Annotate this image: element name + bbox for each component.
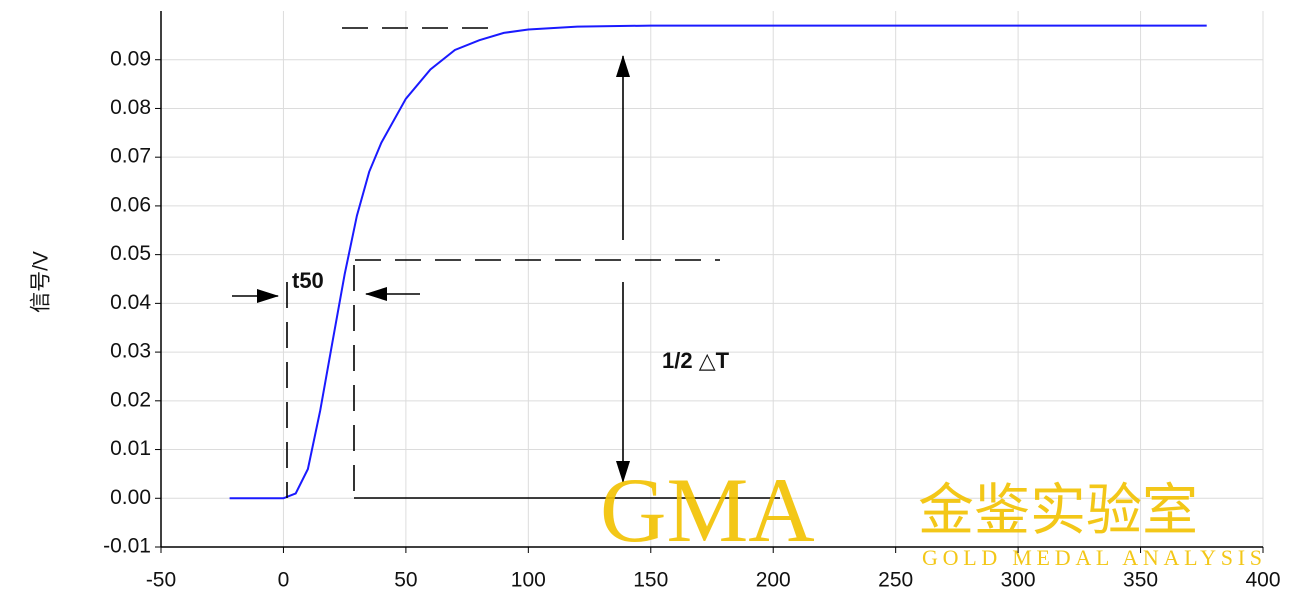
annotation-lines <box>232 27 780 499</box>
x-tick-label: 400 <box>1245 569 1280 592</box>
y-tick-label: 0.02 <box>110 388 151 411</box>
y-tick-label: 0.05 <box>110 242 151 265</box>
y-tick-label: 0.08 <box>110 96 151 119</box>
watermark-sub: GOLD MEDAL ANALYSIS <box>922 545 1262 570</box>
y-tick-label: 0.07 <box>110 145 151 168</box>
y-tick-label: 0.04 <box>110 291 151 314</box>
watermark-name: 金鉴实验室 <box>918 479 1198 544</box>
x-tick-label: 300 <box>1001 569 1036 592</box>
x-tick-label: 250 <box>878 569 913 592</box>
x-tick-label: 150 <box>633 569 668 592</box>
y-tick-label: 0.03 <box>110 340 151 363</box>
y-tick-label: 0.06 <box>110 193 151 216</box>
y-tick-label: 0.00 <box>110 486 151 509</box>
t50-label: t50 <box>292 268 324 293</box>
delta-label: 1/2 △T <box>662 348 730 373</box>
y-axis-label: 信号/V <box>30 251 53 313</box>
y-tick-label: -0.01 <box>103 535 151 558</box>
x-tick-label: 100 <box>511 569 546 592</box>
x-tick-label: 350 <box>1123 569 1158 592</box>
data-line <box>229 24 1207 500</box>
y-tick-label: 0.01 <box>110 437 151 460</box>
x-tick-label: 0 <box>278 569 290 592</box>
x-tick-label: 200 <box>756 569 791 592</box>
x-tick-label: -50 <box>146 569 176 592</box>
x-tick-label: 50 <box>394 569 417 592</box>
watermark-logo: GMA <box>600 459 815 561</box>
y-tick-label: 0.09 <box>110 47 151 70</box>
